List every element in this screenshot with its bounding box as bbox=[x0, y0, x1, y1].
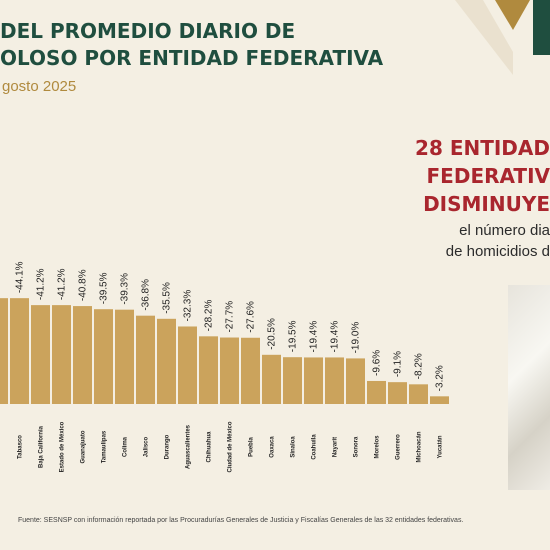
bar-data-label: -40.8% bbox=[78, 269, 89, 301]
side-headline-line3: DISMINUYE bbox=[423, 192, 550, 216]
category-tick-label: Chihuahua bbox=[207, 431, 213, 463]
bar-data-label: -27.6% bbox=[246, 301, 257, 333]
bar-15 bbox=[304, 357, 323, 404]
bar-9 bbox=[178, 326, 197, 404]
page-title: DEL PROMEDIO DIARIO DE bbox=[0, 19, 296, 43]
bar-data-label: -35.5% bbox=[162, 282, 173, 314]
bar-6 bbox=[115, 309, 134, 404]
bar-4 bbox=[73, 306, 92, 404]
bar-data-label: -20.5% bbox=[267, 318, 278, 350]
bar-data-label: -32.3% bbox=[183, 290, 194, 322]
bar-18 bbox=[367, 380, 386, 404]
category-tick-label: Guerrero bbox=[396, 434, 402, 460]
bar-data-label: -28.2% bbox=[204, 300, 215, 332]
category-tick-label: Durango bbox=[165, 434, 171, 459]
source-note: Fuente: SESNSP con información reportada… bbox=[18, 517, 464, 524]
bar-data-label: -19.4% bbox=[330, 321, 341, 353]
bar-19 bbox=[388, 382, 407, 404]
side-headline-line2: FEDERATIV bbox=[426, 164, 550, 188]
bar-20 bbox=[409, 384, 428, 404]
bar-17 bbox=[346, 358, 365, 404]
category-tick-label: Coahuila bbox=[312, 434, 318, 460]
bar-5 bbox=[94, 309, 113, 404]
category-tick-label: Morelos bbox=[375, 435, 381, 459]
category-tick-label: Estado de México bbox=[60, 421, 66, 472]
side-text-line1: el número dia bbox=[459, 222, 550, 239]
bar-1 bbox=[10, 298, 29, 404]
bar-21 bbox=[430, 396, 449, 404]
category-tick-label: Tamaulipas bbox=[102, 430, 108, 463]
category-tick-label: Jalisco bbox=[144, 436, 150, 457]
category-tick-label: Sonora bbox=[354, 436, 360, 457]
page-subtitle: gosto 2025 bbox=[2, 78, 77, 95]
bar-data-label: -8.2% bbox=[414, 353, 425, 379]
category-tick-label: Nayarit bbox=[333, 437, 339, 457]
bar-8 bbox=[157, 318, 176, 404]
bar-data-label: -9.6% bbox=[372, 350, 383, 376]
bar-data-label: -3.2% bbox=[435, 365, 446, 391]
bar-data-label: -41.2% bbox=[36, 268, 47, 300]
category-tick-label: Aguascalientes bbox=[186, 424, 192, 469]
bar-11 bbox=[220, 337, 239, 404]
bar-data-label: -27.7% bbox=[225, 301, 236, 333]
bar-data-label: -19.5% bbox=[288, 320, 299, 352]
bar-13 bbox=[262, 354, 281, 404]
category-tick-label: Colima bbox=[123, 436, 129, 457]
category-tick-label: Baja California bbox=[39, 425, 45, 468]
bar-data-label: -41.2% bbox=[57, 268, 68, 300]
bar-data-label: -19.0% bbox=[351, 322, 362, 354]
category-tick-label: Guanajuato bbox=[81, 430, 87, 463]
page-title-line2: OLOSO POR ENTIDAD FEDERATIVA bbox=[0, 46, 384, 70]
category-tick-label: Oaxaca bbox=[270, 436, 276, 458]
side-headline-line1: 28 ENTIDAD bbox=[415, 136, 550, 160]
bar-2 bbox=[31, 305, 50, 404]
category-tick-label: Sinaloa bbox=[291, 436, 297, 458]
decorative-photo bbox=[508, 285, 550, 490]
bar-data-label: -39.5% bbox=[99, 272, 110, 304]
bar-data-label: -39.3% bbox=[120, 273, 131, 305]
bar-7 bbox=[136, 315, 155, 404]
decorative-corner-shape bbox=[455, 0, 550, 75]
bar-0 bbox=[0, 298, 8, 404]
bar-data-label: -19.4% bbox=[309, 321, 320, 353]
bar-data-label: -36.8% bbox=[141, 279, 152, 311]
bar-12 bbox=[241, 337, 260, 404]
bar-14 bbox=[283, 357, 302, 404]
bar-16 bbox=[325, 357, 344, 404]
category-tick-label: Puebla bbox=[249, 437, 255, 457]
bar-3 bbox=[52, 305, 71, 404]
category-tick-label: Michoacán bbox=[417, 431, 423, 462]
category-tick-label: Tabasco bbox=[18, 435, 24, 459]
category-tick-label: Ciudad de México bbox=[228, 421, 234, 472]
bar-data-label: -44.1% bbox=[15, 261, 26, 293]
side-text-line2: de homicidios d bbox=[445, 243, 550, 260]
bar-10 bbox=[199, 336, 218, 404]
category-tick-label: Yucatán bbox=[438, 435, 444, 458]
bar-data-label: -9.1% bbox=[393, 351, 404, 377]
